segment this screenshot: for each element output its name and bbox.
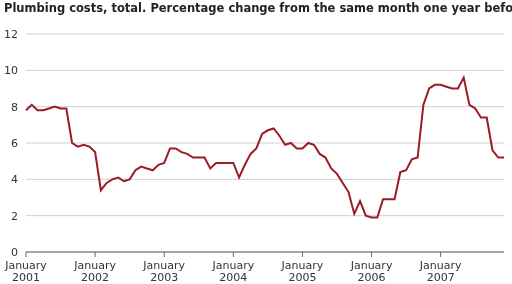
svg-text:2006: 2006	[358, 271, 386, 284]
svg-text:January: January	[143, 259, 186, 272]
svg-text:2007: 2007	[427, 271, 455, 284]
svg-text:6: 6	[11, 137, 18, 150]
svg-text:2: 2	[11, 210, 18, 223]
svg-text:10: 10	[8, 64, 18, 77]
svg-text:January: January	[350, 259, 393, 272]
svg-text:January: January	[212, 259, 255, 272]
svg-text:2003: 2003	[150, 271, 178, 284]
svg-text:January: January	[74, 259, 116, 272]
svg-text:8: 8	[11, 101, 18, 114]
svg-text:0: 0	[11, 246, 18, 259]
svg-text:12: 12	[8, 28, 18, 41]
svg-text:4: 4	[11, 173, 18, 186]
svg-text:2002: 2002	[81, 271, 109, 284]
svg-text:2004: 2004	[219, 271, 247, 284]
svg-text:2001: 2001	[12, 271, 40, 284]
svg-text:2005: 2005	[288, 271, 316, 284]
svg-text:January: January	[281, 259, 324, 272]
svg-text:January: January	[419, 259, 462, 272]
